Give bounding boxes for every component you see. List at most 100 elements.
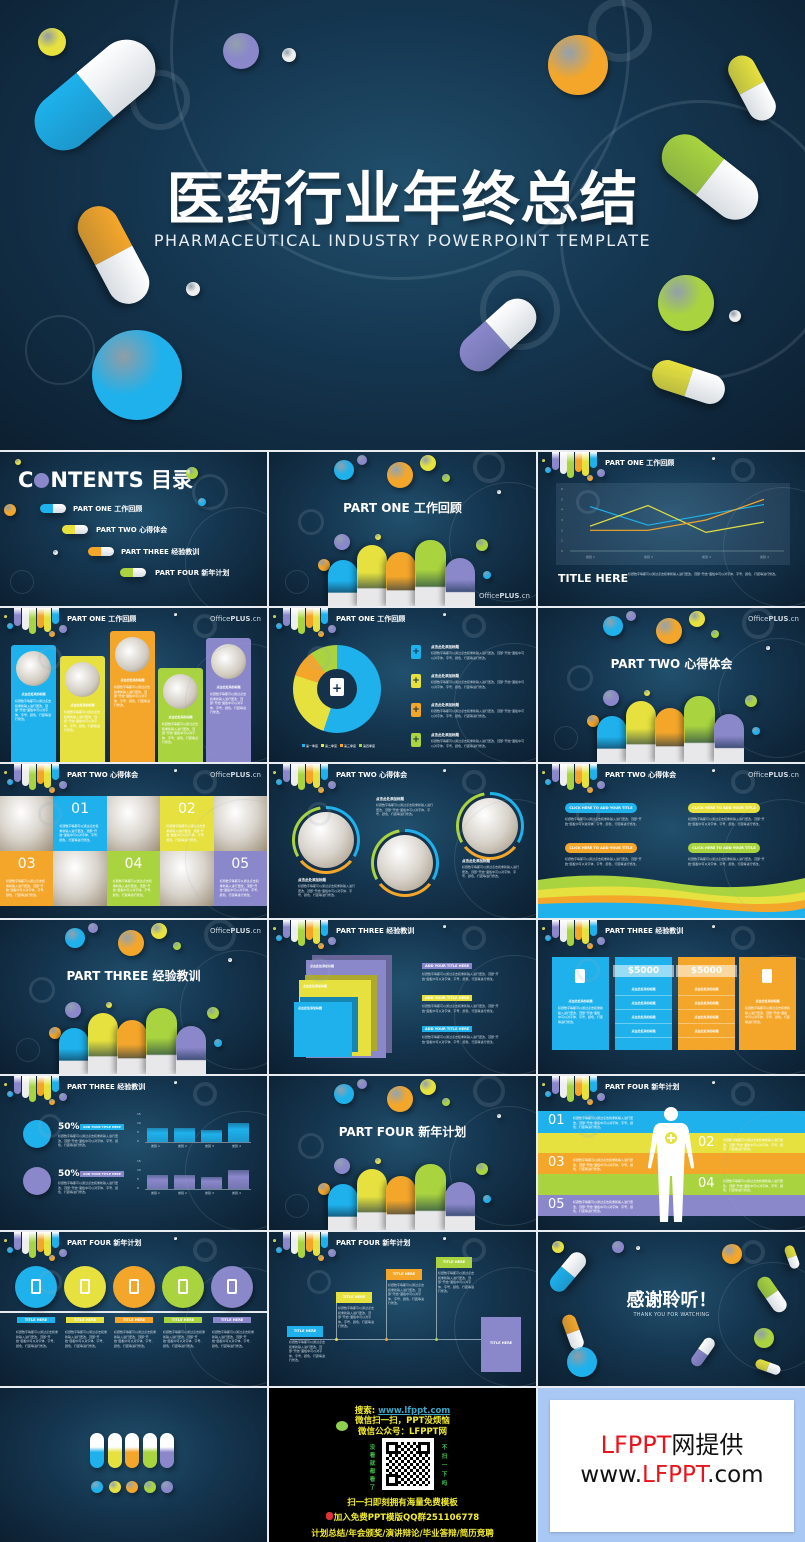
arch-bar xyxy=(328,560,358,606)
slide-line-chart[interactable]: PART ONE 工作回顾 6 5 4 3 2 1 0 类别 1 类别 2 类别 3 类别 4 TI… xyxy=(538,452,805,606)
number-tile[interactable]: 01 标题数字等都可以通过点击和重新输入进行更改，顶部“开始”面板中可以对字体、字… xyxy=(53,796,107,851)
stripe-body: 标题数字等都可以通过点击和重新输入进行更改，顶部“开始”面板中可以对字体、字号、… xyxy=(573,1200,634,1213)
number-tile[interactable]: 04 标题数字等都可以通过点击和重新输入进行更改，顶部“开始”面板中可以对字体、字… xyxy=(106,851,161,906)
stripe-number: 01 xyxy=(548,1113,565,1128)
slide-donut[interactable]: PART ONE 工作回顾 + 第一季度 第二季度 第三季度 第四季度 + 点击此处添加… xyxy=(269,608,536,762)
ring xyxy=(473,452,505,483)
header-capsule xyxy=(552,452,559,470)
title-label[interactable]: ADD YOUR TITLE HERE xyxy=(80,1124,124,1130)
ring xyxy=(193,1082,217,1106)
header-capsule xyxy=(29,1232,36,1258)
title-pill[interactable]: CLICK HERE TO ADD YOUR TITLE xyxy=(565,843,637,853)
slide-tiles[interactable]: PART TWO 心得体会 OfficePLUS.cn 01 标题数字等都可以通过… xyxy=(0,764,267,918)
number-tile[interactable]: 03 标题数字等都可以通过点击和重新输入进行更改，顶部“开始”面板中可以对字体、字… xyxy=(0,851,54,906)
divider xyxy=(678,1037,735,1038)
title-label[interactable]: TITLE HERE xyxy=(17,1317,55,1323)
contents-item[interactable]: PART THREE 经验教训 xyxy=(121,548,200,556)
bubble xyxy=(186,467,198,479)
slide-contents[interactable]: C NTENTS 目录 PART ONE 工作回顾 PART TWO 心得体会 P… xyxy=(0,452,267,606)
slide-progress[interactable]: PART THREE 经验教训 50% ADD YOUR TITLE HERE 标题… xyxy=(0,1076,267,1230)
bubble xyxy=(442,924,446,928)
bubble xyxy=(722,1244,742,1264)
ring xyxy=(16,1038,40,1062)
header-capsule xyxy=(51,608,59,624)
bubble xyxy=(420,455,436,471)
slide-pills[interactable]: PART TWO 心得体会 OfficePLUS.cn CLICK HERE T… xyxy=(538,764,805,918)
header-capsule xyxy=(552,764,559,782)
title-label[interactable]: TITLE HERE xyxy=(436,1257,472,1268)
item-body: 标题数字等都可以通过点击和重新输入进行更改，顶部“开始”面板中可以对字体、字号、… xyxy=(58,1181,119,1194)
card[interactable]: 点击此处添加标题 标题数字等都可以通过点击和重新输入进行更改，顶部“开始”面板中可… xyxy=(60,656,105,762)
slide-icon-circles[interactable]: PART FOUR 新年计划 TITLE HERE 标题数字等都可以通过点击和重新… xyxy=(0,1232,267,1386)
header-capsule xyxy=(589,1076,597,1092)
card-body: 标题数字等都可以通过点击和重新输入进行更改，顶部“开始”面板中可以对字体、字号、… xyxy=(114,685,151,707)
ad-line: 扫一扫即刻拥有海量免费模板 xyxy=(347,1498,458,1508)
connector xyxy=(386,1280,387,1339)
bubble xyxy=(587,943,593,949)
photo xyxy=(65,662,100,697)
title-label[interactable]: ADD YOUR TITLE HERE xyxy=(80,1171,124,1177)
row-label: 点击此处添加标题 xyxy=(631,1001,656,1005)
icon-glyph xyxy=(178,1279,188,1294)
qr-code[interactable] xyxy=(382,1438,434,1490)
bubble xyxy=(636,1246,640,1250)
title-label[interactable]: TITLE HERE xyxy=(66,1317,104,1323)
bubble xyxy=(357,1079,367,1089)
slide-pricing[interactable]: PART THREE 经验教训 点击此处添加标题 标题数字等都可以通过点击和重新输… xyxy=(538,920,805,1074)
item-body: 标题数字等都可以通过点击和重新输入进行更改，顶部“开始”面板中可以对字体、字号、… xyxy=(422,972,499,981)
slide-part-four[interactable]: PART FOUR 新年计划 xyxy=(269,1076,536,1230)
slide-part-three[interactable]: PART THREE 经验教训 OfficePLUS.cn xyxy=(0,920,267,1074)
bubble xyxy=(173,768,177,772)
ring xyxy=(307,802,331,826)
title-label[interactable]: ADD YOUR TITLE HERE xyxy=(422,1026,473,1032)
title-label[interactable]: TITLE HERE xyxy=(386,1269,422,1280)
bubble xyxy=(173,612,177,616)
bubble xyxy=(59,625,67,633)
card[interactable]: 点击此处添加标题 标题数字等都可以通过点击和重新输入进行更改，顶部“开始”面板中可… xyxy=(110,631,155,762)
slide-rings[interactable]: PART TWO 心得体会 点击此处添加标题 标题数字等都可以通过点击和重新输入进… xyxy=(269,764,536,918)
bubble xyxy=(7,1091,13,1097)
contents-heading: C NTENTS 目录 xyxy=(18,468,194,492)
ring xyxy=(731,926,755,950)
section-title: PART ONE 工作回顾 xyxy=(343,501,462,515)
slide-thanks[interactable]: 感谢聆听！ THANK YOU FOR WATCHING xyxy=(538,1232,805,1386)
card-title: 点击此处添加标题 xyxy=(21,692,46,696)
title-label[interactable]: ADD YOUR TITLE HERE xyxy=(422,963,473,969)
ring xyxy=(25,315,95,385)
title-pill[interactable]: CLICK HERE TO ADD YOUR TITLE xyxy=(565,803,637,813)
title-pill[interactable]: CLICK HERE TO ADD YOUR TITLE xyxy=(688,803,760,813)
contents-item[interactable]: PART ONE 工作回顾 xyxy=(73,505,143,513)
box-3d[interactable]: 点击此处添加标题 xyxy=(294,1002,352,1057)
slide-3d-boxes[interactable]: PART THREE 经验教训 点击此处添加标题 点击此处添加标题 点击此处添加标题… xyxy=(269,920,536,1074)
card-body: 标题数字等都可以通过点击和重新输入进行更改，顶部“开始”面板中可以对字体、字号、… xyxy=(15,699,52,721)
search-link[interactable]: www.lfppt.com xyxy=(378,1406,451,1416)
slide-pill-end[interactable] xyxy=(0,1388,267,1542)
slide-human-stripes[interactable]: PART FOUR 新年计划 01 标题数字等都可以通过点击和重新输入进行更改，顶… xyxy=(538,1076,805,1230)
title-label[interactable]: TITLE HERE xyxy=(336,1292,372,1303)
pricing-column[interactable]: $5000 点击此处添加标题 点击此处添加标题 点击此处添加标题 点击此处添加标题 xyxy=(613,957,674,1050)
stripe-number: 04 xyxy=(698,1176,715,1191)
bubble xyxy=(272,1238,276,1242)
slide-part-one[interactable]: PART ONE 工作回顾 OfficePLUS.cn xyxy=(269,452,536,606)
header-capsule xyxy=(567,1076,574,1102)
slide-part-two[interactable]: PART TWO 心得体会 OfficePLUS.cn xyxy=(538,608,805,762)
arch-bar xyxy=(445,1182,475,1230)
ring xyxy=(462,770,486,794)
arch-bar xyxy=(59,1028,89,1074)
title-label[interactable]: TITLE HERE xyxy=(115,1317,153,1323)
contents-item[interactable]: PART TWO 心得体会 xyxy=(96,526,168,534)
cover-slide[interactable]: 医药行业年终总结 PHARMACEUTICAL INDUSTRY POWERPO… xyxy=(0,0,805,450)
slide-panels[interactable]: PART ONE 工作回顾 OfficePLUS.cn 点击此处添加标题 标题数字… xyxy=(0,608,267,762)
title-label[interactable]: TITLE HERE xyxy=(287,1326,323,1337)
bubble xyxy=(603,616,623,636)
bubble xyxy=(587,1099,593,1105)
ring xyxy=(742,608,774,639)
bubble xyxy=(497,1114,501,1118)
bubble xyxy=(88,923,98,933)
title-label[interactable]: TITLE HERE xyxy=(164,1317,202,1323)
ring xyxy=(576,958,600,982)
title-label[interactable]: ADD YOUR TITLE HERE xyxy=(422,995,473,1001)
bubble xyxy=(282,48,296,62)
slide-timeline[interactable]: PART FOUR 新年计划 TITLE HERE 标题数字等都可以通过点击和重新… xyxy=(269,1232,536,1386)
legend-label: 第二季度 xyxy=(325,744,338,748)
